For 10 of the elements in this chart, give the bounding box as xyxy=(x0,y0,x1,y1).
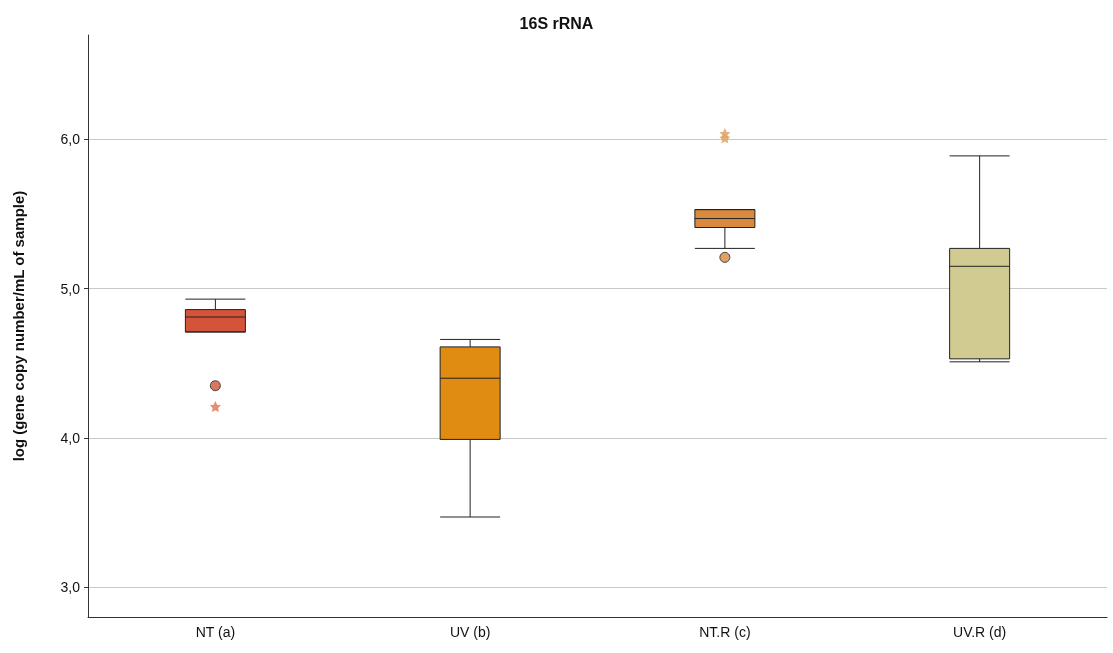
y-tick-label: 5,0 xyxy=(60,280,81,297)
y-tick-label: 6,0 xyxy=(60,131,81,148)
x-tick-label: UV (b) xyxy=(449,624,491,640)
y-axis-title: log (gene copy number/mL of sample) xyxy=(10,190,27,462)
x-tick-label: UV.R (d) xyxy=(953,624,1007,640)
y-tick-label: 4,0 xyxy=(60,429,81,446)
x-tick-label: NT (a) xyxy=(195,624,236,640)
chart-title: 16S rRNA xyxy=(519,14,594,32)
y-tick-label: 3,0 xyxy=(60,579,81,596)
x-tick-label: NT.R (c) xyxy=(699,624,751,640)
